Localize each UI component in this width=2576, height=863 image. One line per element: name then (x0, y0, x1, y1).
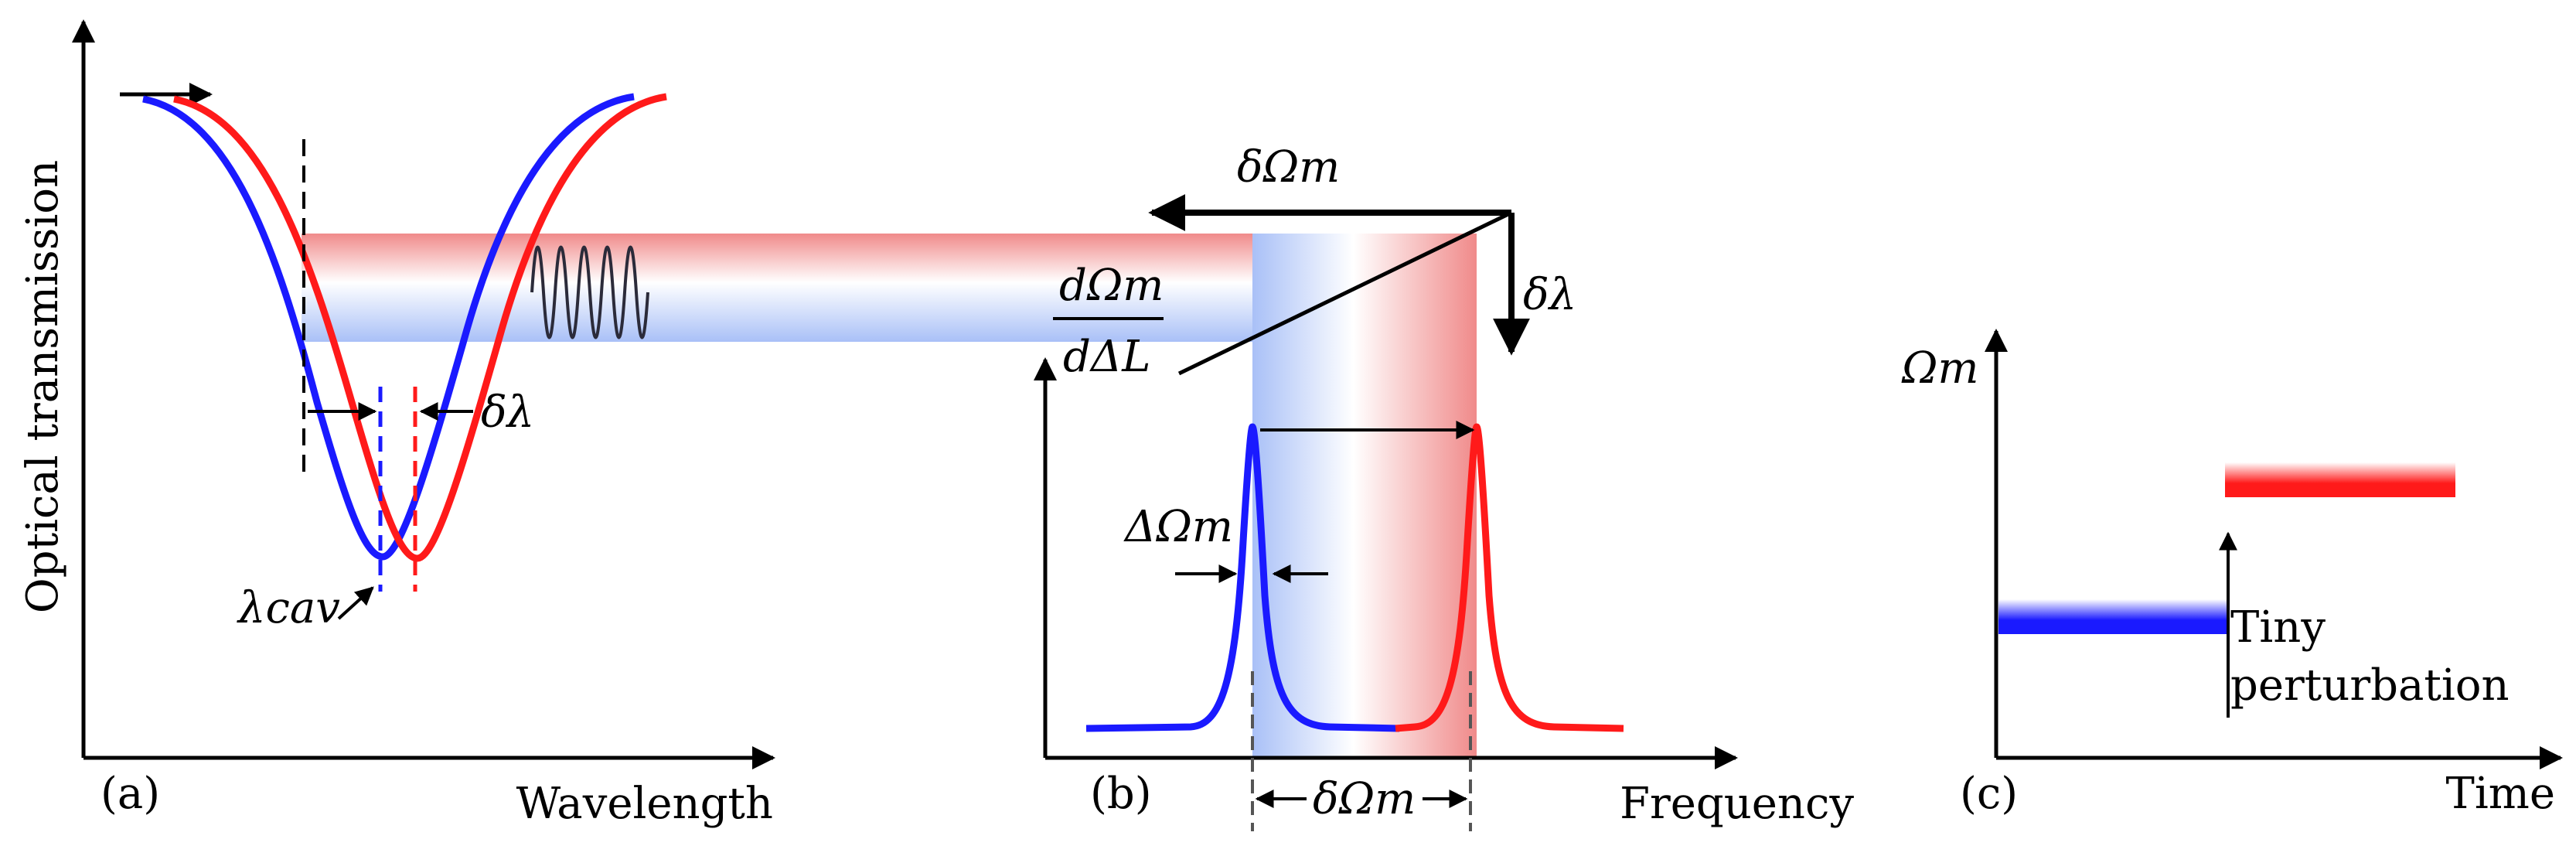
panel-c-x-label: Time (2445, 769, 2555, 819)
slope-numerator: dΩm (1059, 261, 1164, 311)
vertical-band (1252, 234, 1477, 758)
panel-a-label: (a) (101, 769, 160, 819)
slope-line (1177, 210, 1513, 376)
blue-spectrum-peak (1085, 423, 1400, 732)
delta-lambda-label-top: δλ (1523, 270, 1576, 320)
top-connector: δΩm δλ dΩm dΔL (1053, 142, 1576, 382)
perturbation-line1: Tiny (2230, 602, 2326, 653)
panel-c: Tiny perturbation Ωm Time (c) (1901, 329, 2563, 819)
lambda-cav-label: λcav (237, 583, 340, 633)
spacing-label: δΩm (1313, 774, 1416, 824)
perturbation-line2: perturbation (2230, 660, 2510, 711)
linewidth-label: ΔΩm (1123, 502, 1233, 552)
panel-c-y-label: Ωm (1901, 343, 1979, 394)
red-level-bar (2225, 462, 2455, 497)
panel-a: δλ λcav Optical transmission Wavelength … (18, 19, 775, 829)
blue-resonance-curve (142, 93, 635, 561)
delta-lambda-label-a: δλ (481, 387, 534, 438)
panel-a-x-label: Wavelength (516, 779, 773, 829)
blue-level-bar (1998, 599, 2229, 634)
modulation-wave (530, 245, 649, 339)
delta-omega-label: δΩm (1237, 142, 1340, 193)
panel-b-x-label: Frequency (1620, 779, 1854, 829)
panel-b: ΔΩm δΩm Frequency (b) (1034, 357, 1854, 831)
red-spectrum-peak (1395, 423, 1624, 732)
panel-c-label: (c) (1960, 769, 2018, 819)
lambda-cav-arrow (337, 586, 374, 620)
panel-a-y-label: Optical transmission (18, 160, 68, 613)
slope-denominator: dΔL (1063, 332, 1150, 382)
panel-b-label: (b) (1090, 769, 1152, 819)
red-resonance-curve (173, 93, 667, 562)
